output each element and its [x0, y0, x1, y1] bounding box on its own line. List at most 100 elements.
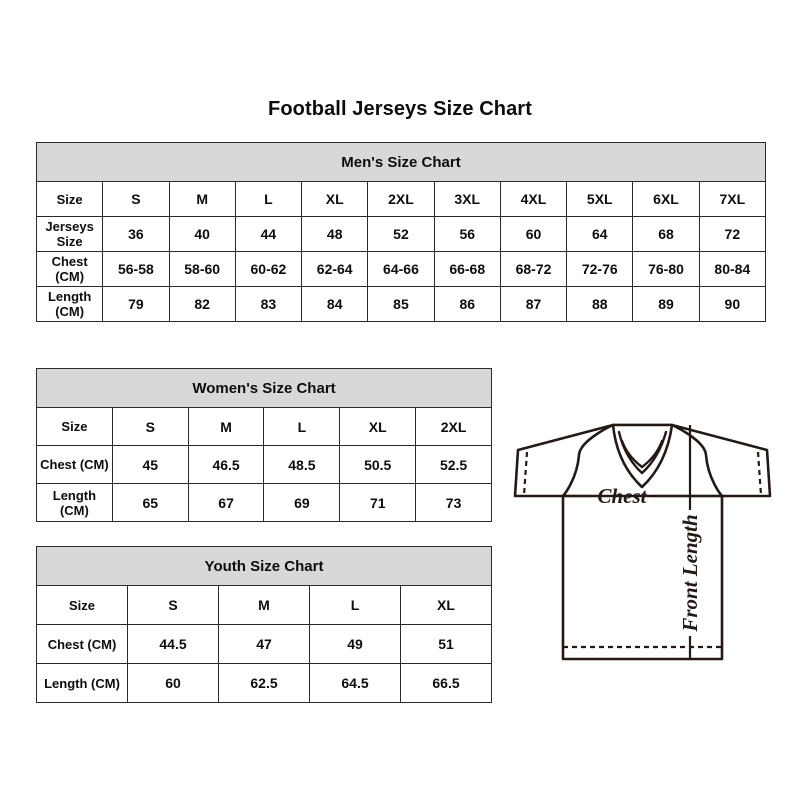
data-cell: 66-68	[433, 251, 501, 287]
data-cell: 48.5	[263, 445, 341, 484]
data-cell: 36	[102, 216, 170, 252]
row-header-cell: Chest (CM)	[35, 251, 104, 287]
row-header-cell: Jerseys Size	[35, 216, 104, 252]
table-caption-row: Men's Size Chart	[36, 142, 766, 182]
row-header-cell: Length (CM)	[36, 663, 128, 703]
youth-table-header: Youth Size Chart	[36, 546, 492, 586]
data-cell: L	[234, 181, 303, 217]
page-title: Football Jerseys Size Chart	[268, 98, 532, 120]
data-cell: 3XL	[433, 181, 501, 217]
data-cell: 69	[263, 483, 341, 522]
data-cell: XL	[400, 585, 492, 625]
data-cell: 66.5	[400, 663, 492, 703]
data-cell: L	[309, 585, 401, 625]
data-cell: 65	[111, 483, 189, 522]
data-cell: 5XL	[566, 181, 634, 217]
data-cell: 90	[698, 286, 767, 322]
data-cell: 88	[566, 286, 634, 322]
mens-table-caption: Men's Size Chart	[36, 142, 766, 182]
youth-table-caption: Youth Size Chart	[36, 546, 492, 586]
table-row: Chest (CM) 56-58 58-60 60-62 62-64 64-66 66-68…	[35, 251, 767, 287]
womens-table-caption: Women's Size Chart	[36, 368, 492, 408]
data-cell: 87	[499, 286, 568, 322]
data-cell: 46.5	[187, 445, 265, 484]
data-cell: 50.5	[339, 445, 417, 484]
v-neck-jersey-measurement-diagram: Chest Front Length	[500, 392, 785, 692]
data-cell: 64-66	[367, 251, 435, 287]
data-cell: 47	[218, 624, 310, 664]
data-cell: 68-72	[499, 251, 568, 287]
table-row: Length (CM) 60 62.5 64.5 66.5	[36, 663, 492, 703]
v-neck-outer	[611, 423, 674, 489]
data-cell: 45	[111, 445, 189, 484]
data-cell: 40	[168, 216, 236, 252]
data-cell: 2XL	[415, 407, 492, 446]
data-cell: 64	[566, 216, 634, 252]
row-header-cell: Size	[36, 407, 113, 446]
data-cell: 51	[400, 624, 492, 664]
womens-table-body: Size S M L XL 2XL Chest (CM) 45 46.5 48.5 50.5 52.5…	[36, 407, 492, 522]
data-cell: 52	[367, 216, 435, 252]
data-cell: 7XL	[698, 181, 767, 217]
right-sleeve-outline	[670, 423, 772, 498]
row-header-cell: Chest (CM)	[36, 445, 113, 484]
data-cell: S	[111, 407, 189, 446]
data-cell: 85	[367, 286, 435, 322]
table-caption-row: Women's Size Chart	[36, 368, 492, 408]
data-cell: 60	[127, 663, 219, 703]
data-cell: 83	[234, 286, 303, 322]
table-row: Length (CM) 79 82 83 84 85 86 87 88 89 90	[35, 286, 767, 322]
data-cell: 84	[301, 286, 369, 322]
data-cell: 64.5	[309, 663, 401, 703]
data-cell: 82	[168, 286, 236, 322]
data-cell: 67	[187, 483, 265, 522]
data-cell: XL	[339, 407, 417, 446]
womens-size-table: Women's Size Chart Size S M L XL 2XL Chest (CM…	[36, 368, 492, 522]
table-row: Chest (CM) 45 46.5 48.5 50.5 52.5	[36, 445, 492, 484]
table-row: Size S M L XL 2XL 3XL 4XL 5XL 6XL 7XL	[35, 181, 767, 217]
data-cell: 49	[309, 624, 401, 664]
table-row: Jerseys Size 36 40 44 48 52 56 60 64 68 72	[35, 216, 767, 252]
data-cell: 73	[415, 483, 492, 522]
left-cuff-stitch-line	[522, 451, 529, 496]
table-caption-row: Youth Size Chart	[36, 546, 492, 586]
data-cell: 48	[301, 216, 369, 252]
right-cuff-stitch-line	[756, 451, 763, 496]
data-cell: 52.5	[415, 445, 492, 484]
front-length-measure-label: Front Length	[678, 514, 702, 632]
row-header-cell: Length (CM)	[35, 286, 104, 322]
table-row: Chest (CM) 44.5 47 49 51	[36, 624, 492, 664]
mens-table-header: Men's Size Chart	[36, 142, 766, 182]
data-cell: XL	[301, 181, 369, 217]
data-cell: 72-76	[566, 251, 634, 287]
v-neck-collar-line-2	[620, 439, 664, 469]
data-cell: 79	[102, 286, 170, 322]
data-cell: 6XL	[632, 181, 700, 217]
row-header-cell: Size	[35, 181, 104, 217]
data-cell: 89	[632, 286, 700, 322]
data-cell: 56	[433, 216, 501, 252]
data-cell: M	[218, 585, 310, 625]
data-cell: 68	[632, 216, 700, 252]
data-cell: 80-84	[698, 251, 767, 287]
data-cell: 76-80	[632, 251, 700, 287]
womens-table-header: Women's Size Chart	[36, 368, 492, 408]
youth-size-table: Youth Size Chart Size S M L XL Chest (CM) 44.5…	[36, 546, 492, 703]
data-cell: S	[102, 181, 170, 217]
data-cell: M	[187, 407, 265, 446]
data-cell: 60-62	[234, 251, 303, 287]
table-row: Size S M L XL 2XL	[36, 407, 492, 446]
data-cell: 4XL	[499, 181, 568, 217]
data-cell: 44.5	[127, 624, 219, 664]
chest-measure-label: Chest	[597, 484, 647, 508]
data-cell: 62.5	[218, 663, 310, 703]
data-cell: 86	[433, 286, 501, 322]
data-cell: 71	[339, 483, 417, 522]
data-cell: M	[168, 181, 236, 217]
youth-table-body: Size S M L XL Chest (CM) 44.5 47 49 51 Length (CM)…	[36, 585, 492, 703]
data-cell: 2XL	[367, 181, 435, 217]
table-row: Length (CM) 65 67 69 71 73	[36, 483, 492, 522]
row-header-cell: Length (CM)	[36, 483, 113, 522]
data-cell: 56-58	[102, 251, 170, 287]
data-cell: 58-60	[168, 251, 236, 287]
